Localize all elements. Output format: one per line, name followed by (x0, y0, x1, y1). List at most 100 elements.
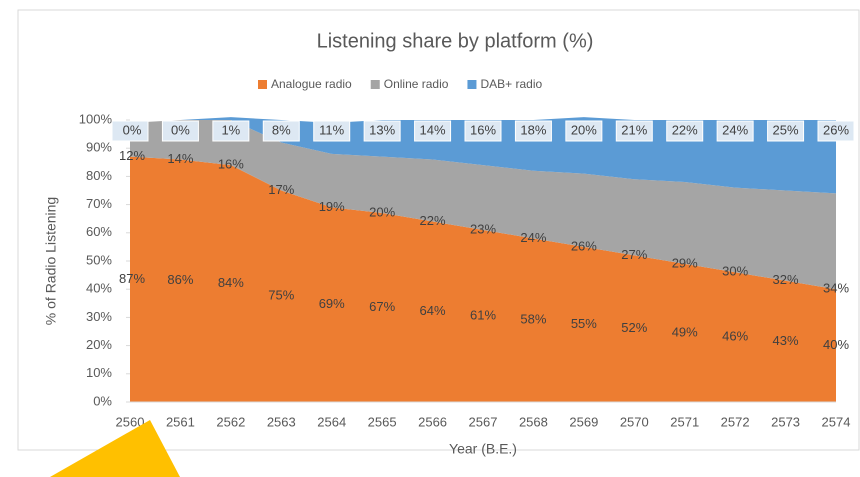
data-label: 13% (369, 122, 395, 137)
x-tick-label: 2563 (267, 414, 296, 429)
data-label: 0% (171, 122, 190, 137)
data-label: 25% (773, 122, 799, 137)
y-tick-label: 90% (86, 140, 112, 155)
data-label: 21% (621, 122, 647, 137)
data-label: 12% (119, 148, 145, 163)
data-label: 24% (520, 230, 546, 245)
y-tick-label: 40% (86, 281, 112, 296)
area (130, 120, 836, 290)
data-label: 1% (221, 122, 240, 137)
x-tick-label: 2572 (721, 414, 750, 429)
label-box (615, 120, 653, 142)
y-tick-label: 60% (86, 224, 112, 239)
legend-swatch (370, 80, 380, 89)
legend-label: Analogue radio (271, 77, 352, 91)
data-label: 52% (621, 320, 647, 335)
y-tick-label: 10% (86, 365, 112, 380)
area (130, 117, 836, 194)
y-tick-label: 70% (86, 196, 112, 211)
y-tick-label: 0% (93, 393, 112, 408)
label-box (161, 120, 199, 142)
y-tick-label: 20% (86, 337, 112, 352)
data-label: 69% (319, 296, 345, 311)
data-label: 67% (369, 299, 395, 314)
chart-title: Listening share by platform (%) (317, 30, 594, 52)
x-tick-label: 2571 (670, 414, 699, 429)
data-label: 17% (268, 182, 294, 197)
label-box (464, 120, 502, 142)
y-tick-label: 100% (79, 111, 113, 126)
data-label: 34% (823, 281, 849, 296)
label-box (716, 120, 754, 142)
data-label: 14% (167, 151, 193, 166)
data-label: 16% (218, 157, 244, 172)
legend-label: DAB+ radio (480, 77, 542, 91)
data-label: 20% (369, 204, 395, 219)
x-tick-label: 2560 (116, 414, 145, 429)
x-tick-label: 2568 (519, 414, 548, 429)
data-label: 84% (218, 275, 244, 290)
area (130, 156, 836, 402)
x-tick-label: 2569 (569, 414, 598, 429)
data-label: 64% (420, 303, 446, 318)
x-tick-label: 2564 (317, 414, 346, 429)
data-label: 43% (773, 333, 799, 348)
label-box (262, 120, 300, 142)
data-label: 86% (167, 272, 193, 287)
label-box (363, 120, 401, 142)
data-label: 20% (571, 122, 597, 137)
data-label: 46% (722, 329, 748, 344)
data-label: 18% (520, 122, 546, 137)
data-label: 29% (672, 255, 698, 270)
data-label: 19% (319, 199, 345, 214)
data-label: 11% (319, 122, 344, 137)
data-label: 32% (773, 272, 799, 287)
data-label: 22% (672, 122, 698, 137)
label-box (767, 120, 805, 142)
data-label: 8% (272, 122, 291, 137)
pointer-triangle (50, 420, 180, 477)
legend-label: Online radio (384, 77, 449, 91)
label-box (313, 120, 351, 142)
label-box (212, 120, 250, 142)
label-box (414, 120, 452, 142)
x-axis-label: Year (B.E.) (449, 441, 517, 457)
data-label: 0% (123, 122, 142, 137)
y-tick-label: 50% (86, 252, 112, 267)
label-box (514, 120, 552, 142)
data-label: 26% (823, 122, 849, 137)
x-tick-label: 2561 (166, 414, 195, 429)
label-box (565, 120, 603, 142)
x-tick-label: 2562 (216, 414, 245, 429)
data-label: 24% (722, 122, 748, 137)
x-tick-label: 2566 (418, 414, 447, 429)
data-label: 61% (470, 307, 496, 322)
data-label: 75% (268, 288, 294, 303)
data-label: 14% (420, 122, 446, 137)
legend-swatch (467, 80, 477, 89)
label-box (666, 120, 704, 142)
data-label: 87% (119, 271, 145, 286)
data-label: 27% (621, 247, 647, 262)
data-label: 16% (470, 122, 496, 137)
y-tick-label: 80% (86, 168, 112, 183)
legend-swatch (258, 80, 267, 89)
x-tick-label: 2565 (368, 414, 397, 429)
x-tick-label: 2570 (620, 414, 649, 429)
data-label: 55% (571, 316, 597, 331)
data-label: 30% (722, 264, 748, 279)
data-label: 49% (672, 324, 698, 339)
y-tick-label: 30% (86, 309, 112, 324)
y-axis-label: % of Radio Listening (43, 197, 59, 325)
legend: Analogue radio Online radio DAB+ radio (258, 77, 542, 91)
data-label: 58% (520, 312, 546, 327)
data-label: 26% (571, 238, 597, 253)
label-box (111, 120, 149, 142)
x-tick-label: 2573 (771, 414, 800, 429)
data-label: 22% (420, 213, 446, 228)
label-box (817, 120, 855, 142)
data-label: 23% (470, 221, 496, 236)
data-label: 40% (823, 337, 849, 352)
x-tick-label: 2574 (822, 414, 851, 429)
